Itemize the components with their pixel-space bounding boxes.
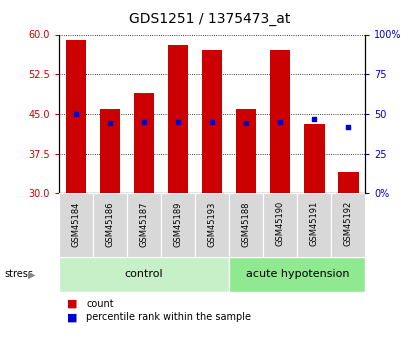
Text: count: count — [86, 299, 114, 308]
Text: percentile rank within the sample: percentile rank within the sample — [86, 313, 251, 322]
Text: GSM45192: GSM45192 — [344, 201, 353, 246]
Text: GSM45187: GSM45187 — [139, 201, 148, 247]
Text: GSM45186: GSM45186 — [105, 201, 114, 247]
Bar — [229, 257, 365, 292]
Point — [243, 121, 249, 126]
Text: GSM45193: GSM45193 — [207, 201, 217, 247]
Point — [141, 119, 147, 125]
Bar — [66, 40, 86, 193]
Bar — [229, 193, 263, 257]
Point — [209, 119, 215, 125]
Bar — [338, 172, 359, 193]
Bar — [59, 257, 229, 292]
Bar — [270, 50, 291, 193]
Text: ▶: ▶ — [28, 269, 35, 279]
Bar — [134, 93, 154, 193]
Text: control: control — [125, 269, 163, 279]
Bar — [168, 45, 188, 193]
Bar — [195, 193, 229, 257]
Bar — [161, 193, 195, 257]
Point — [277, 119, 284, 125]
Bar — [304, 125, 325, 193]
Bar — [59, 193, 93, 257]
Point — [345, 124, 352, 129]
Bar — [263, 193, 297, 257]
Text: GDS1251 / 1375473_at: GDS1251 / 1375473_at — [129, 12, 291, 26]
Bar — [331, 193, 365, 257]
Bar — [236, 109, 256, 193]
Text: GSM45191: GSM45191 — [310, 201, 319, 246]
Text: GSM45188: GSM45188 — [241, 201, 251, 247]
Point — [311, 116, 318, 121]
Text: GSM45189: GSM45189 — [173, 201, 183, 247]
Text: GSM45184: GSM45184 — [71, 201, 80, 247]
Bar — [100, 109, 120, 193]
Text: ■: ■ — [67, 313, 78, 322]
Text: acute hypotension: acute hypotension — [246, 269, 349, 279]
Text: ■: ■ — [67, 299, 78, 308]
Point — [73, 111, 79, 117]
Text: stress: stress — [4, 269, 33, 279]
Bar — [127, 193, 161, 257]
Point — [107, 121, 113, 126]
Bar — [297, 193, 331, 257]
Bar — [93, 193, 127, 257]
Bar — [202, 50, 222, 193]
Point — [175, 119, 181, 125]
Text: GSM45190: GSM45190 — [276, 201, 285, 246]
